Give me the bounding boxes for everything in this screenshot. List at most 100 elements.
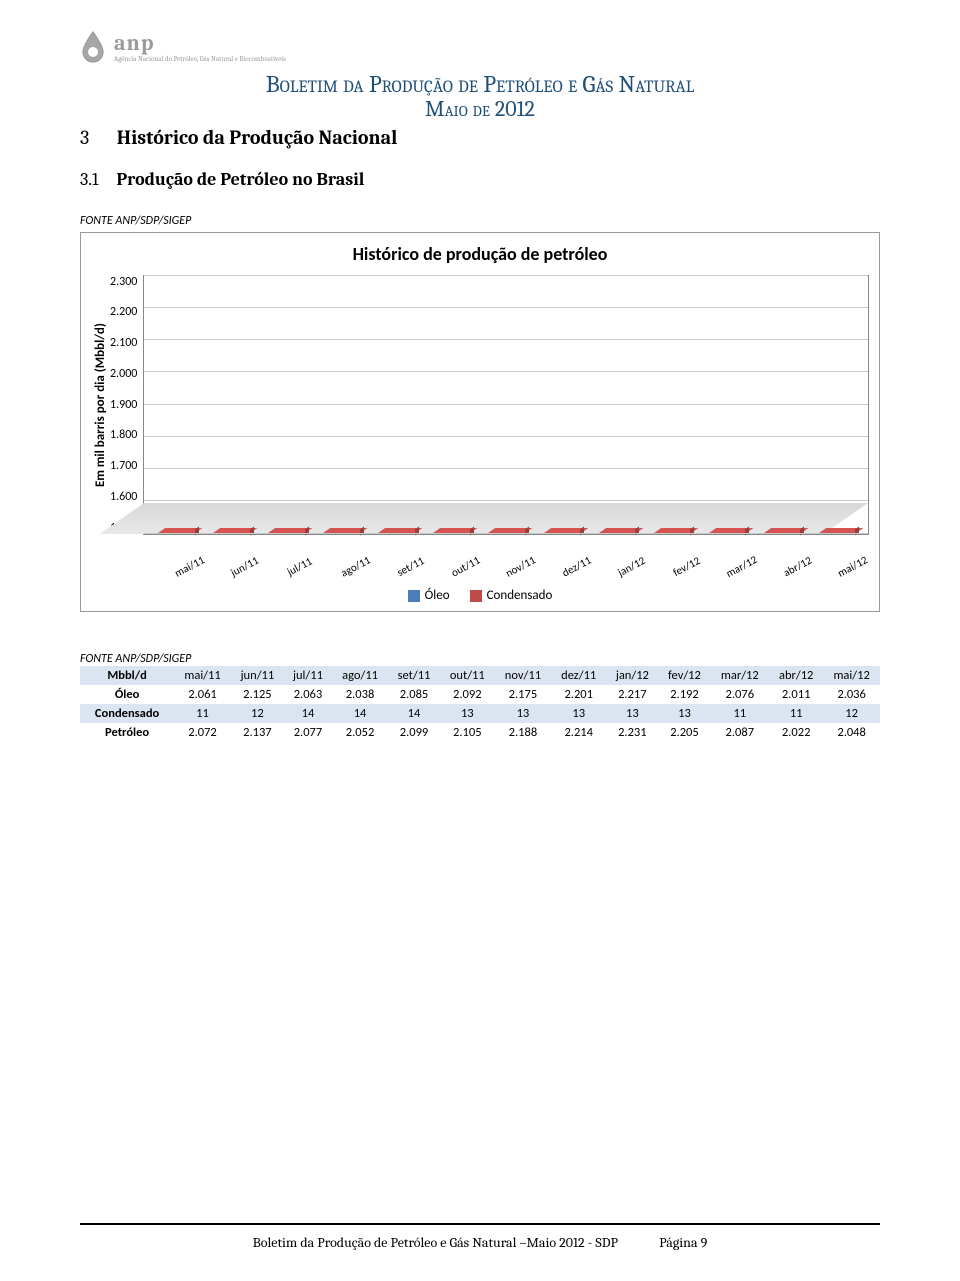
chart-title: Histórico de produção de petróleo (91, 243, 869, 265)
table-column-header: jul/11 (284, 666, 332, 685)
table-column-header: out/11 (440, 666, 495, 685)
ytick-label: 1.700 (110, 459, 137, 473)
table-cell: 2.011 (769, 685, 823, 704)
table-cell: 2.061 (174, 685, 231, 704)
table-cell: 2.063 (284, 685, 332, 704)
table-column-header: mar/12 (710, 666, 769, 685)
table-cell: 2.105 (440, 723, 495, 742)
ytick-label: 1.600 (110, 490, 137, 504)
table-cell: 2.214 (551, 723, 606, 742)
table-cell: 14 (284, 704, 332, 723)
table-cell: 2.192 (658, 685, 710, 704)
ytick-label: 2.100 (110, 336, 137, 350)
table-cell: 2.076 (710, 685, 769, 704)
table-row: Condensado11121414141313131313111112 (80, 704, 880, 723)
gridline (144, 436, 868, 437)
subsection-heading: 3.1 Produção de Petróleo no Brasil (80, 169, 880, 190)
table-cell: 11 (769, 704, 823, 723)
logo-caption: Agência Nacional do Petróleo, Gás Natura… (114, 56, 286, 64)
legend-label: Óleo (425, 588, 450, 603)
table-column-header: abr/12 (769, 666, 823, 685)
drop-icon (80, 31, 106, 63)
legend-item: Condensado (470, 588, 553, 603)
table-cell: 2.085 (388, 685, 440, 704)
footer: Boletim da Produção de Petróleo e Gás Na… (80, 1234, 880, 1251)
logo-brand: anp (114, 30, 286, 56)
xtick-label: abr/12 (765, 539, 825, 585)
table-cell: 13 (658, 704, 710, 723)
table-row-label: Petróleo (80, 723, 174, 742)
subsection-number: 3.1 (80, 169, 99, 190)
footer-rule (80, 1223, 880, 1225)
section-name: Histórico da Produção Nacional (117, 126, 398, 149)
table-cell: 13 (495, 704, 552, 723)
table-header-label: Mbbl/d (80, 666, 174, 685)
xtick-label: fev/12 (655, 539, 715, 585)
table-cell: 2.137 (231, 723, 284, 742)
gridline (144, 500, 868, 501)
legend-item: Óleo (408, 588, 450, 603)
legend-label: Condensado (487, 588, 553, 603)
section-heading: 3 Histórico da Produção Nacional (80, 126, 880, 149)
chart-legend: Óleo Condensado (91, 588, 869, 603)
xtick-label: set/11 (378, 539, 438, 585)
bar-slot (534, 276, 589, 534)
gridline (144, 404, 868, 405)
bar-slot (424, 276, 479, 534)
bar-slot (203, 276, 258, 534)
xtick-label: mar/12 (710, 539, 770, 585)
table-row: Óleo2.0612.1252.0632.0382.0852.0922.1752… (80, 685, 880, 704)
table-cell: 14 (332, 704, 388, 723)
table-cell: 2.022 (769, 723, 823, 742)
ytick-label: 1.900 (110, 398, 137, 412)
table-cell: 2.092 (440, 685, 495, 704)
chart-yaxis: 2.3002.2002.1002.0001.9001.8001.7001.600… (110, 275, 143, 535)
table-cell: 2.087 (710, 723, 769, 742)
xtick-label: jan/12 (599, 539, 659, 585)
xtick-label: jul/11 (268, 539, 328, 585)
source-label-table: FONTE ANP/SDP/SIGEP (80, 652, 880, 666)
table-cell: 12 (823, 704, 880, 723)
legend-swatch (470, 590, 482, 602)
section-number: 3 (80, 126, 89, 149)
xtick-label: jun/11 (213, 539, 273, 585)
chart-container: Histórico de produção de petróleo Em mil… (80, 232, 880, 612)
xtick-label: dez/11 (544, 539, 604, 585)
ytick-label: 1.800 (110, 428, 137, 442)
subsection-name: Produção de Petróleo no Brasil (117, 169, 365, 190)
chart-ylabel: Em mil barris por dia (Mbbl/d) (91, 275, 110, 535)
bar-slot (148, 276, 203, 534)
table-cell: 11 (174, 704, 231, 723)
table-row: Petróleo2.0722.1372.0772.0522.0992.1052.… (80, 723, 880, 742)
bar-slot (644, 276, 699, 534)
table-cell: 2.125 (231, 685, 284, 704)
page-title: Boletim da Produção de Petróleo e Gás Na… (80, 70, 880, 98)
table-cell: 13 (606, 704, 658, 723)
gridline (144, 275, 868, 276)
xtick-label: nov/11 (489, 539, 549, 585)
gridline (144, 339, 868, 340)
xtick-label: mai/12 (820, 539, 880, 585)
gridline (144, 468, 868, 469)
table-cell: 2.077 (284, 723, 332, 742)
data-table: Mbbl/dmai/11jun/11jul/11ago/11set/11out/… (80, 666, 880, 742)
table-column-header: mai/11 (174, 666, 231, 685)
xtick-label: mai/11 (157, 539, 217, 585)
table-cell: 2.201 (551, 685, 606, 704)
table-column-header: dez/11 (551, 666, 606, 685)
table-cell: 14 (388, 704, 440, 723)
gridline (144, 533, 868, 534)
table-cell: 2.052 (332, 723, 388, 742)
table-cell: 2.048 (823, 723, 880, 742)
table-row-label: Condensado (80, 704, 174, 723)
chart-xaxis: mai/11jun/11jul/11ago/11set/11out/11nov/… (151, 539, 869, 562)
bar-slot (369, 276, 424, 534)
table-cell: 2.036 (823, 685, 880, 704)
table-cell: 2.188 (495, 723, 552, 742)
bar-slot (589, 276, 644, 534)
table-column-header: nov/11 (495, 666, 552, 685)
table-cell: 2.099 (388, 723, 440, 742)
footer-page: Página 9 (659, 1234, 707, 1251)
table-cell: 2.038 (332, 685, 388, 704)
table-cell: 13 (551, 704, 606, 723)
